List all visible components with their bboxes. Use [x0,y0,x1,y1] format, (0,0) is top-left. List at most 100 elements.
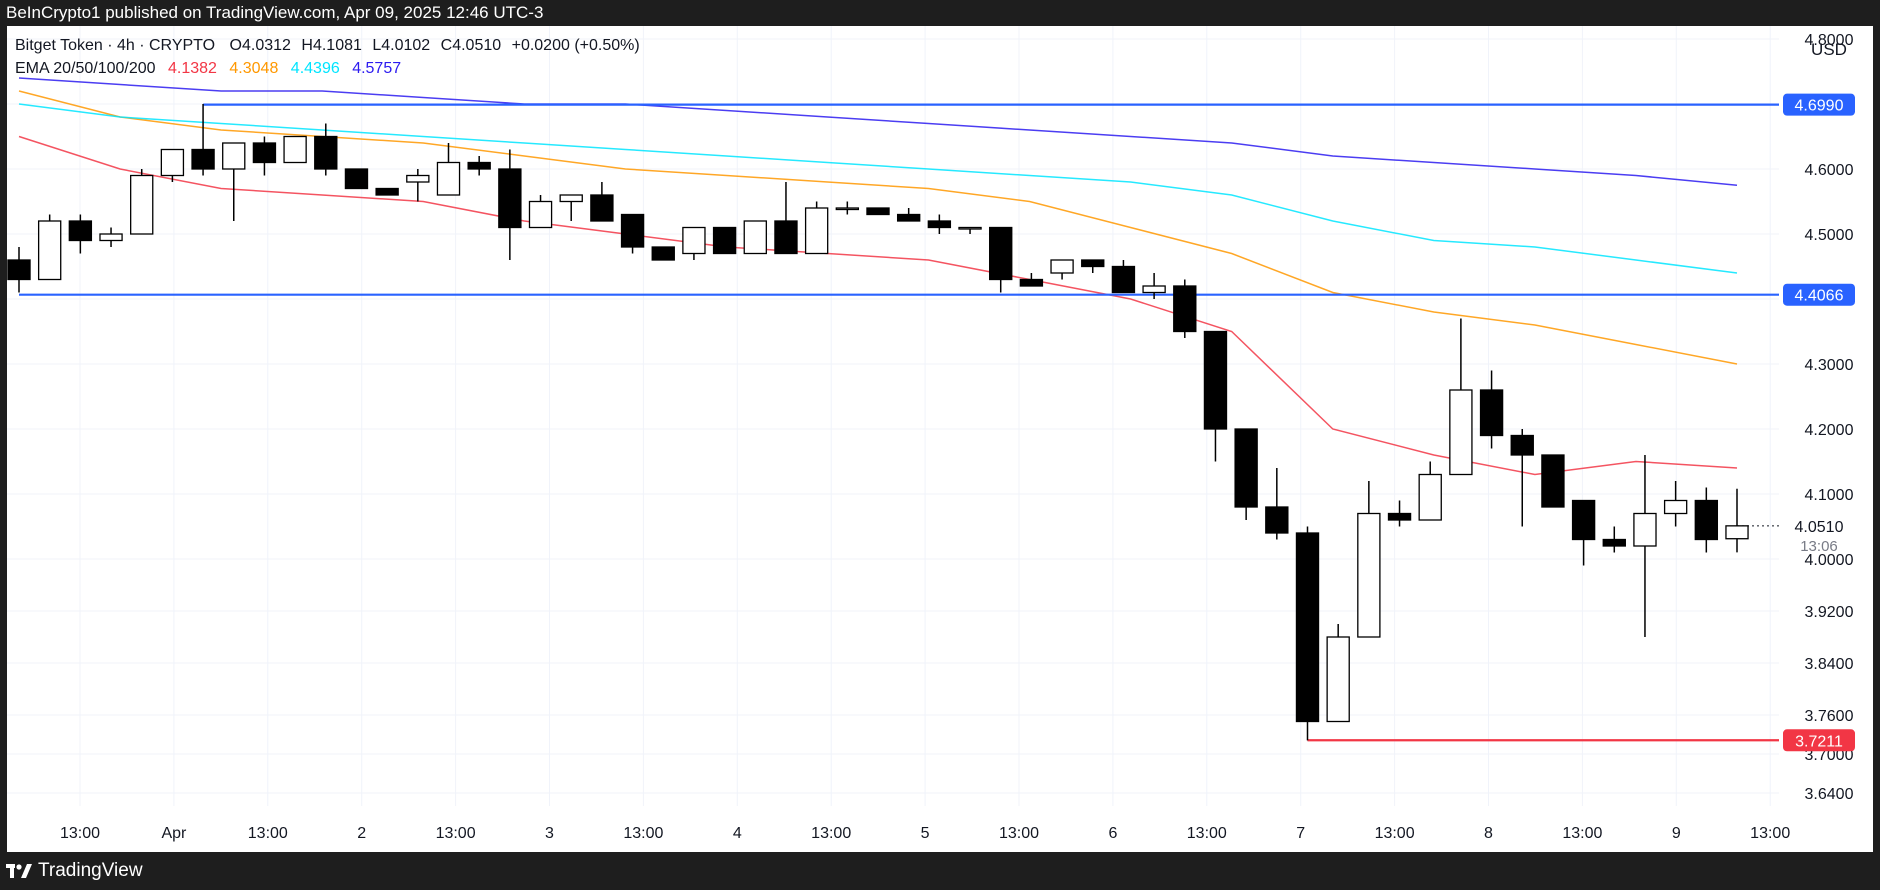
candle[interactable] [1295,526,1320,741]
x-tick-label: 13:00 [1375,825,1415,842]
x-tick-label: Apr [161,825,187,842]
legend-ema-100-value: 4.4396 [291,60,340,77]
ema-line [18,77,1738,187]
candle[interactable] [1081,259,1105,273]
candle[interactable] [590,182,614,222]
candle[interactable] [498,149,522,261]
candle[interactable] [7,247,31,293]
candle[interactable] [1694,487,1719,553]
tradingview-brand[interactable]: TradingView [38,860,143,881]
legend-change: +0.0200 (+0.50%) [512,37,640,54]
legend-high: H4.1081 [301,37,362,54]
candle[interactable] [989,226,1013,293]
publisher-line: BeInCrypto1 published on TradingView.com… [6,3,544,22]
publisher-bar: BeInCrypto1 published on TradingView.com… [0,0,1880,26]
candle[interactable] [130,169,154,235]
svg-text:EMA 20/50/100/200 4.: EMA 20/50/100/200 4.1382 4.3048 4.4396 4… [15,60,401,77]
chart-area[interactable]: 3.6400 3.7000 3.7600 3.8400 3.9200 4.0000 4.10… [7,26,1873,852]
last-price-badge [1783,513,1855,554]
candle[interactable] [68,214,93,254]
x-tick-label: 13:00 [999,825,1039,842]
candle[interactable] [406,169,430,202]
candle[interactable] [222,142,246,221]
candle[interactable] [1234,428,1258,520]
candle[interactable] [774,182,798,255]
candle[interactable] [1050,259,1074,280]
candle[interactable] [927,214,952,235]
footer-bar: TradingView [0,852,1880,890]
candle[interactable] [804,201,829,255]
candle[interactable] [344,168,369,190]
y-tick-label: 3.7600 [1805,708,1854,725]
y-tick-label: 4.1000 [1805,487,1854,504]
axis-layer: 3.64003.70003.76003.84003.92004.00004.10… [60,32,1855,842]
candle[interactable] [1602,526,1626,553]
candle[interactable] [1357,481,1381,638]
x-tick-label: 13:00 [248,825,288,842]
candle[interactable] [743,220,767,255]
candle[interactable] [1173,279,1197,339]
legend: Bitget Token · 4h · CRYPTO O4.0312 H4.10… [15,37,640,77]
candle[interactable] [866,207,890,216]
x-tick-label: 13:00 [1750,825,1790,842]
last-price-label: 4.0510 [1795,519,1844,536]
legend-low: L4.0102 [372,37,430,54]
x-tick-label: 2 [357,825,366,842]
candle[interactable] [252,136,277,176]
candle[interactable] [436,143,461,196]
candle[interactable] [467,156,491,176]
candle[interactable] [651,246,675,261]
y-tick-label: 3.9200 [1805,604,1854,621]
legend-open: O4.0312 [230,37,291,54]
candle[interactable] [528,195,553,229]
candle[interactable] [1387,500,1412,527]
candle[interactable] [1111,260,1136,294]
candle[interactable] [620,213,645,254]
candle[interactable] [712,226,737,255]
candle[interactable] [682,226,706,261]
candle[interactable] [1633,455,1657,637]
candle[interactable] [283,135,307,164]
candle[interactable] [1541,454,1565,508]
candle[interactable] [1019,273,1044,287]
candle[interactable] [559,194,583,221]
candle[interactable] [1571,499,1596,566]
candle[interactable] [375,187,399,196]
candlestick-chart[interactable]: 3.64003.70003.76003.84003.92004.00004.10… [7,26,1873,852]
legend-close: C4.0510 [441,37,502,54]
candle[interactable] [1725,488,1749,553]
candle[interactable] [314,123,338,176]
svg-text:Bitget Token · 4h · CRYPTO: Bitget Token · 4h · CRYPTO O4.0312 H4.10… [15,37,640,54]
candle[interactable] [1510,429,1534,527]
candle[interactable] [1663,481,1688,527]
y-tick-label: 4.8000 [1805,32,1854,49]
candle[interactable] [958,226,982,235]
candle[interactable] [896,208,921,222]
ema-layer [18,77,1738,476]
x-tick-label: 13:00 [1187,825,1227,842]
candle[interactable] [1203,330,1228,462]
candle[interactable] [1449,318,1473,476]
currency-label[interactable]: USD [1811,40,1847,59]
tradingview-logo-icon [6,864,32,878]
candle[interactable] [1479,370,1504,449]
candle[interactable] [835,201,860,215]
x-tick-label: 9 [1672,825,1681,842]
candle-countdown-label: 13:06 [1800,538,1838,555]
ema-line [18,103,1738,274]
x-tick-label: 13:00 [436,825,476,842]
x-tick-label: 8 [1484,825,1493,842]
candle[interactable] [1265,468,1289,540]
candle[interactable] [1326,624,1350,723]
x-tick-label: 4 [733,825,742,842]
candle[interactable] [191,104,215,176]
candle[interactable] [99,227,123,248]
price-level-badge [1783,93,1855,116]
candle[interactable] [1418,461,1442,521]
y-tick-label: 3.6400 [1805,786,1854,803]
candle[interactable] [160,148,185,183]
candle[interactable] [37,214,62,281]
price-level-badge [1783,729,1855,752]
candle[interactable] [1142,273,1166,299]
